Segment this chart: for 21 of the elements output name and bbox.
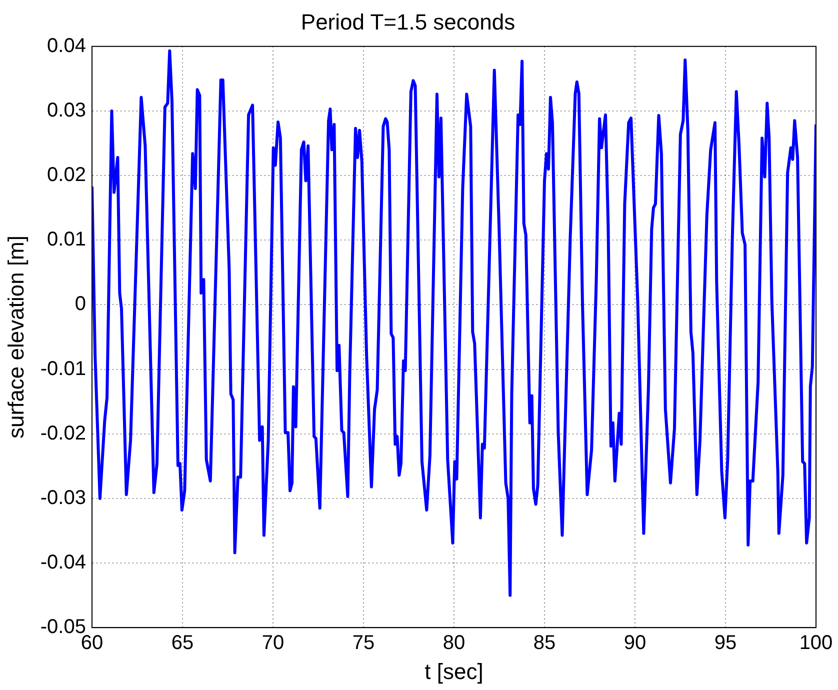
x-axis-title: t [sec] [424,658,484,684]
x-tick-label: 100 [799,632,833,654]
x-tick-label: 90 [624,632,646,654]
y-tick-label: -0.04 [40,552,86,574]
y-tick-label: 0.01 [47,228,86,251]
x-tick-label: 80 [442,632,466,654]
x-tick-label: 65 [171,632,194,654]
y-tick-label: 0.02 [47,164,86,186]
x-tick-label: 95 [714,632,737,654]
x-tick-label: 70 [262,632,284,654]
y-axis-title: surface elevation [m] [3,236,28,438]
x-tick-label: 75 [352,632,375,654]
x-tick-label: 85 [533,632,556,654]
x-tick-label: 60 [80,632,104,654]
chart-title: Period T=1.5 seconds [300,9,516,34]
y-tick-label: -0.02 [40,422,86,444]
y-tick-label: 0 [74,293,86,316]
y-tick-label: 0.04 [47,34,86,57]
y-tick-label: 0.03 [47,99,86,122]
y-tick-label: -0.01 [40,358,86,380]
y-tick-label: -0.03 [40,486,86,509]
